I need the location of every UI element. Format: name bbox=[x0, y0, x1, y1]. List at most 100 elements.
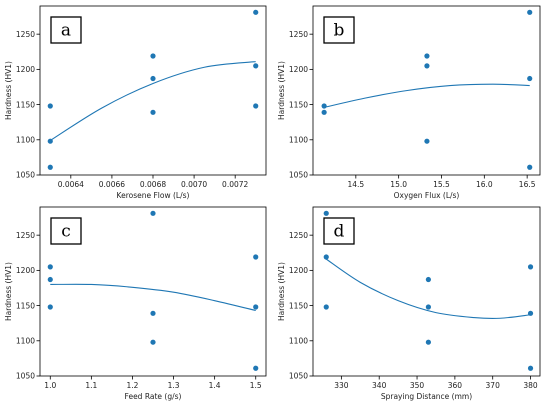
x-axis-label: Oxygen Flux (L/s) bbox=[394, 191, 460, 200]
plot-frame bbox=[312, 5, 541, 176]
data-point bbox=[527, 365, 534, 371]
data-point bbox=[253, 103, 259, 109]
data-point bbox=[527, 164, 533, 170]
y-tick-label: 1100 bbox=[16, 336, 35, 345]
y-tick-label: 1200 bbox=[16, 65, 35, 74]
data-point bbox=[47, 138, 53, 144]
chart-panel-c: 1.0 1.1 1.2 1.3 1.4 1.5 1050 1100 1150 1200 1250 Fe… bbox=[4, 206, 267, 401]
x-tick-label: 1.4 bbox=[209, 381, 221, 390]
panel-label: c bbox=[61, 222, 71, 242]
x-tick-label: 0.0066 bbox=[99, 180, 125, 189]
x-tick-label: 350 bbox=[410, 381, 425, 390]
y-tick-label: 1050 bbox=[289, 171, 308, 180]
data-point bbox=[424, 53, 430, 59]
data-point bbox=[425, 339, 431, 345]
fit-curve bbox=[325, 258, 531, 320]
data-point bbox=[424, 138, 430, 144]
x-tick-label: 330 bbox=[334, 381, 349, 390]
x-tick-label: 0.0064 bbox=[58, 180, 84, 189]
chart-panel-b: 14.5 15.0 15.5 16.0 16.5 1050 1100 1150 1200 1250… bbox=[277, 5, 541, 200]
x-tick-label: 360 bbox=[448, 381, 463, 390]
plot-frame bbox=[39, 206, 267, 377]
data-point bbox=[150, 339, 156, 345]
x-tick-label: 0.0070 bbox=[181, 180, 207, 189]
data-point bbox=[253, 9, 259, 15]
data-point bbox=[47, 164, 53, 170]
x-tick-label: 0.0068 bbox=[140, 180, 166, 189]
data-point bbox=[424, 63, 430, 69]
x-tick-label: 1.1 bbox=[85, 381, 97, 390]
x-tick-label: 0.0072 bbox=[222, 180, 248, 189]
x-tick-label: 370 bbox=[486, 381, 501, 390]
data-point bbox=[47, 264, 53, 270]
data-point bbox=[253, 63, 259, 69]
data-point bbox=[150, 53, 156, 59]
data-point bbox=[321, 103, 327, 109]
panel-label-box bbox=[50, 217, 82, 245]
data-point bbox=[425, 276, 431, 283]
x-tick-label: 380 bbox=[523, 381, 538, 390]
panel-label-box bbox=[323, 16, 355, 44]
data-point bbox=[323, 210, 329, 216]
y-tick-label: 1250 bbox=[16, 231, 35, 240]
x-axis-label: Feed Rate (g/s) bbox=[125, 392, 182, 401]
data-point bbox=[253, 254, 259, 260]
fit-curve bbox=[50, 283, 256, 312]
y-axis-label: Hardness (HV1) bbox=[277, 61, 286, 120]
data-point bbox=[253, 365, 259, 371]
panel-label-box bbox=[50, 16, 82, 44]
x-tick-label: 1.3 bbox=[168, 381, 180, 390]
data-point bbox=[323, 304, 329, 310]
y-tick-label: 1150 bbox=[16, 301, 35, 310]
x-tick-label: 1.0 bbox=[44, 381, 56, 390]
y-tick-label: 1200 bbox=[289, 65, 308, 74]
x-tick-label: 1.2 bbox=[126, 381, 138, 390]
data-point bbox=[150, 210, 156, 216]
y-tick-label: 1200 bbox=[289, 266, 308, 275]
data-point bbox=[425, 304, 431, 310]
data-point bbox=[47, 103, 53, 109]
data-point bbox=[527, 75, 533, 82]
x-tick-label: 16.5 bbox=[519, 180, 536, 189]
data-point bbox=[323, 254, 329, 260]
x-axis-label: Kerosene Flow (L/s) bbox=[117, 191, 190, 200]
data-point bbox=[321, 109, 327, 115]
x-tick-label: 16.0 bbox=[476, 180, 493, 189]
y-tick-label: 1100 bbox=[16, 135, 35, 144]
y-axis-label: Hardness (HV1) bbox=[277, 262, 286, 321]
x-tick-label: 340 bbox=[372, 381, 387, 390]
y-tick-label: 1050 bbox=[16, 372, 35, 381]
data-point bbox=[527, 310, 534, 316]
y-tick-label: 1200 bbox=[16, 266, 35, 275]
y-tick-label: 1150 bbox=[16, 100, 35, 109]
data-point bbox=[47, 276, 53, 283]
data-point bbox=[527, 9, 533, 15]
data-point bbox=[150, 310, 156, 316]
panel-label: d bbox=[334, 222, 345, 242]
x-tick-label: 14.5 bbox=[347, 180, 364, 189]
x-tick-label: 15.0 bbox=[390, 180, 407, 189]
y-axis-label: Hardness (HV1) bbox=[4, 61, 13, 120]
plot-frame bbox=[312, 206, 541, 377]
data-point bbox=[527, 264, 534, 270]
panel-label: b bbox=[334, 21, 345, 41]
x-axis-label: Spraying Distance (mm) bbox=[381, 392, 472, 401]
y-tick-label: 1100 bbox=[289, 135, 308, 144]
y-tick-label: 1150 bbox=[289, 100, 308, 109]
chart-panel-a: 0.0064 0.0066 0.0068 0.0070 0.0072 1050 1100 11… bbox=[4, 5, 267, 200]
fit-curve bbox=[324, 83, 530, 108]
data-point bbox=[47, 304, 53, 310]
panel-label-box bbox=[323, 217, 355, 245]
panel-label: a bbox=[61, 21, 71, 41]
y-axis-label: Hardness (HV1) bbox=[4, 262, 13, 321]
x-tick-label: 15.5 bbox=[433, 180, 450, 189]
y-tick-label: 1050 bbox=[16, 171, 35, 180]
chart-panel-d: 330 340 350 360 370 380 1050 1100 1150 1200 1250 Sp… bbox=[277, 206, 541, 401]
y-tick-label: 1050 bbox=[289, 372, 308, 381]
y-tick-label: 1250 bbox=[16, 30, 35, 39]
data-point bbox=[150, 109, 156, 115]
y-tick-label: 1250 bbox=[289, 30, 308, 39]
y-tick-label: 1100 bbox=[289, 336, 308, 345]
y-tick-label: 1250 bbox=[289, 231, 308, 240]
